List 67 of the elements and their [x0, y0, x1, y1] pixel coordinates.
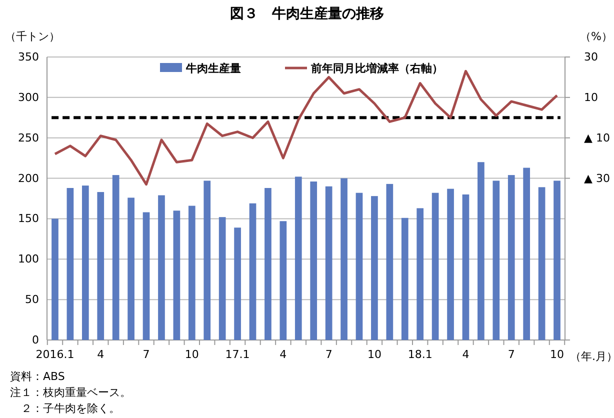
bar: [401, 218, 408, 340]
bar: [97, 192, 104, 340]
bar: [82, 186, 89, 340]
bar: [204, 180, 211, 340]
x-tick-label: 7: [142, 348, 150, 361]
bar: [173, 210, 180, 340]
bar: [447, 188, 454, 340]
legend-label: 牛肉生産量: [185, 62, 241, 75]
y-tick-label: 250: [18, 131, 39, 144]
bar: [432, 192, 439, 340]
bar: [142, 212, 150, 340]
bar: [264, 188, 272, 340]
x-tick-label: 7: [508, 348, 515, 361]
y2-tick-label: 30: [584, 50, 598, 64]
bar: [416, 208, 424, 340]
bar: [478, 162, 484, 340]
legend-label: 前年同月比増減率（右軸）: [310, 62, 443, 75]
x-axis-title: （年.月）: [570, 350, 614, 363]
bar: [356, 192, 363, 340]
x-tick-label: 4: [97, 348, 104, 361]
bar: [66, 188, 74, 340]
bar: [523, 168, 530, 340]
bar: [325, 186, 332, 340]
bar: [462, 194, 470, 340]
x-tick-label: 10: [184, 348, 199, 361]
bar: [112, 175, 120, 340]
bar: [371, 196, 378, 340]
bar: [386, 184, 394, 340]
x-tick-label: 4: [462, 348, 470, 361]
bar: [492, 180, 500, 340]
bar: [280, 221, 287, 340]
x-tick-label: 10: [550, 348, 564, 361]
bar: [52, 218, 58, 340]
bar: [158, 195, 165, 340]
x-tick-label: 10: [367, 348, 382, 361]
y2-tick-label: ▲ 10: [584, 131, 610, 144]
bar: [188, 206, 196, 340]
bar: [554, 180, 560, 340]
y-tick-label: 100: [18, 252, 39, 266]
bar: [218, 217, 226, 340]
y2-tick-label: ▲ 30: [584, 172, 610, 185]
bar: [538, 187, 546, 340]
x-tick-label: 2016.1: [36, 348, 74, 361]
bar: [310, 182, 318, 340]
x-tick-label: 4: [280, 348, 287, 361]
y-tick-label: 350: [18, 50, 39, 64]
bar: [234, 228, 241, 340]
bar: [294, 176, 302, 340]
y-axis-title: （千トン）: [5, 30, 60, 43]
y-tick-label: 50: [25, 293, 39, 306]
y-tick-label: 0: [32, 334, 39, 347]
bar: [249, 203, 256, 340]
text: 注１：枝肉重量ベース。: [10, 386, 131, 399]
y-tick-label: 200: [18, 172, 39, 185]
y-tick-label: 150: [18, 212, 39, 226]
bar: [128, 198, 134, 340]
x-tick-label: 7: [325, 348, 332, 361]
y-tick-label: 300: [18, 90, 39, 104]
x-tick-label: 17.1: [225, 348, 250, 361]
text: ２：子牛肉を除く。: [10, 402, 120, 415]
bar: [340, 178, 348, 340]
chart-title: 図３ 牛肉生産量の推移: [230, 5, 384, 22]
x-tick-label: 18.1: [408, 348, 432, 361]
bar: [508, 175, 515, 340]
y2-tick-label: 10: [584, 90, 598, 104]
text: 資料：ABS: [10, 370, 65, 383]
y2-axis-title: （%）: [580, 30, 612, 43]
